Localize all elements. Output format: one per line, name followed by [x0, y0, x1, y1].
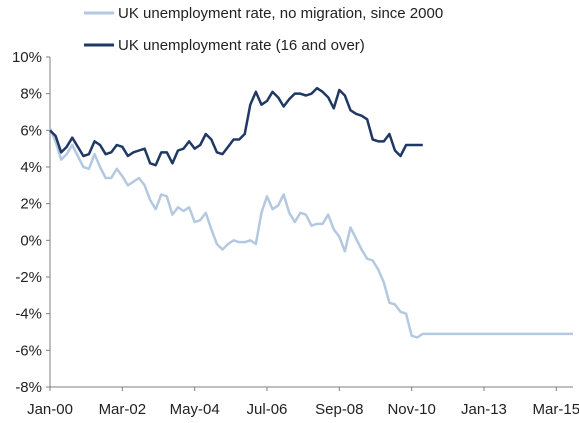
x-tick-label: Mar-15	[533, 401, 579, 418]
x-tick-label: May-04	[170, 401, 220, 418]
y-tick-label: -4%	[15, 306, 42, 323]
series-layer	[48, 86, 573, 339]
y-tick-label: 2%	[20, 196, 42, 213]
series-line-no-migration	[48, 128, 573, 339]
y-tick-label: -6%	[15, 342, 42, 359]
legend: UK unemployment rate, no migration, sinc…	[84, 5, 443, 54]
y-tick-label: 4%	[20, 159, 42, 176]
y-tick-label: 8%	[20, 86, 42, 103]
x-tick-label: Sep-08	[315, 401, 363, 418]
series-line-16-and-over	[49, 86, 423, 167]
legend-label-16-and-over: UK unemployment rate (16 and over)	[118, 37, 365, 54]
legend-label-no-migration: UK unemployment rate, no migration, sinc…	[118, 5, 443, 22]
y-tick-label: 0%	[20, 232, 42, 249]
x-tick-label: Jul-06	[247, 401, 288, 418]
y-tick-label: 10%	[12, 49, 42, 66]
axes: 10% 8% 6% 4% 2% 0% -2% -4% -6% -8% Jan-00 Mar-02 May…	[12, 49, 579, 418]
x-tick-label: Jan-13	[461, 401, 507, 418]
x-tick-label: Mar-02	[99, 401, 147, 418]
y-tick-label: 6%	[20, 122, 42, 139]
y-tick-label: -2%	[15, 269, 42, 286]
x-tick-label: Nov-10	[387, 401, 435, 418]
x-tick-label: Jan-00	[27, 401, 73, 418]
y-tick-label: -8%	[15, 379, 42, 396]
